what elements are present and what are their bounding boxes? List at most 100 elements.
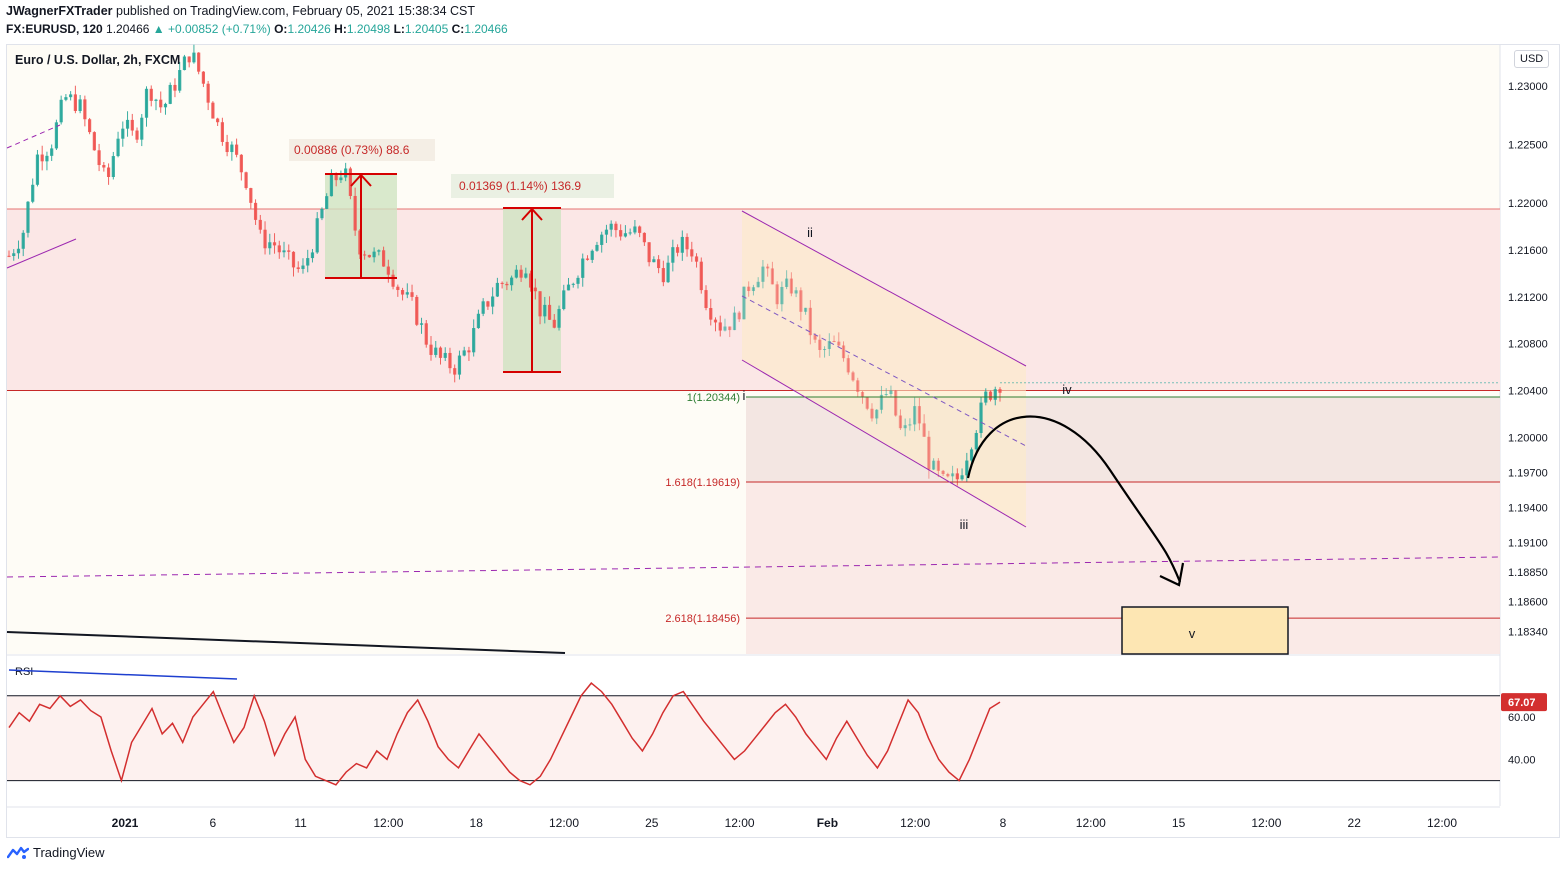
candle-body <box>372 251 376 258</box>
publisher-name[interactable]: JWagnerFXTrader <box>6 4 113 18</box>
candle-body <box>898 415 903 429</box>
currency-badge[interactable]: USD <box>1514 50 1550 68</box>
candle-body <box>932 460 936 470</box>
candle-body <box>367 254 371 258</box>
candle-body <box>718 322 722 331</box>
candle-body <box>818 339 822 350</box>
price-axis-tick: 1.22500 <box>1508 140 1548 152</box>
candle-body <box>647 242 651 263</box>
candle-body <box>505 283 509 286</box>
candle-body <box>766 266 770 269</box>
candle-body <box>870 408 874 419</box>
price-axis-tick: 1.18340 <box>1508 627 1548 639</box>
candle-body <box>140 117 144 140</box>
candle-body <box>310 252 315 259</box>
candle-body <box>106 167 111 177</box>
candle-body <box>481 301 485 314</box>
price-change: ▲ +0.00852 (+0.71%) <box>152 22 271 36</box>
candle-body <box>775 284 779 305</box>
candle-body <box>841 345 846 359</box>
publish-info: JWagnerFXTrader published on TradingView… <box>6 4 475 18</box>
candle-body <box>671 247 675 263</box>
candle-body <box>211 102 215 119</box>
candle-body <box>253 202 258 220</box>
candle-body <box>832 341 836 343</box>
price-axis-tick: 1.23000 <box>1508 81 1548 93</box>
candle-body <box>614 223 618 231</box>
candle-body <box>287 250 291 252</box>
symbol-label[interactable]: FX:EURUSD, 120 <box>6 22 103 36</box>
candle-body <box>325 196 329 209</box>
candle-body <box>510 277 514 286</box>
candle-body <box>680 236 684 253</box>
candle-body <box>348 168 352 196</box>
measure-1-label: 0.00886 (0.73%) 88.6 <box>294 143 410 157</box>
candle-body <box>239 154 243 173</box>
candle-body <box>799 290 803 312</box>
time-axis-tick: 11 <box>294 816 307 830</box>
candle-body <box>965 460 969 476</box>
candle-body <box>913 406 917 425</box>
rsi-trend-line <box>8 669 238 680</box>
candle-body <box>339 177 343 181</box>
candle-body <box>163 103 168 108</box>
fib-level-label: 1.618(1.19619) <box>665 477 740 489</box>
low-value: 1.20405 <box>404 22 449 36</box>
candle-body <box>419 323 424 325</box>
candle-body <box>391 274 395 287</box>
candle-body <box>363 254 367 256</box>
candle-body <box>950 473 955 477</box>
tradingview-logo[interactable]: TradingView <box>7 845 105 860</box>
candle-body <box>424 323 428 345</box>
published-text: published on TradingView.com, February 0… <box>116 4 476 18</box>
chart-frame[interactable] <box>6 44 1560 838</box>
candle-body <box>173 84 177 91</box>
time-axis-tick: 15 <box>1172 816 1186 830</box>
candle-body <box>476 313 481 329</box>
candle-body <box>547 304 552 320</box>
candle-body <box>234 144 239 155</box>
candle-body <box>595 244 599 251</box>
candle-body <box>405 292 409 295</box>
candle-body <box>581 258 585 278</box>
candle-body <box>860 391 865 398</box>
candle-body <box>92 132 96 151</box>
candle-body <box>429 344 433 355</box>
open-value: 1.20426 <box>287 22 331 36</box>
candle-body <box>808 307 812 336</box>
candle-body <box>609 223 613 230</box>
candle-body <box>699 261 703 291</box>
candle-body <box>187 56 191 63</box>
candle-body <box>301 265 305 269</box>
candle-body <box>827 341 831 350</box>
rsi-label: RSI <box>15 666 33 678</box>
candle-body <box>73 94 77 111</box>
candle-body <box>633 226 637 233</box>
candle-body <box>998 389 1002 393</box>
candle-body <box>941 470 945 475</box>
candle-body <box>528 273 533 288</box>
measure-2-label: 0.01369 (1.14%) 136.9 <box>459 179 581 193</box>
wave-label-iii: iii <box>960 517 969 532</box>
chart-title: Euro / U.S. Dollar, 2h, FXCM <box>15 53 181 67</box>
candle-body <box>908 424 912 426</box>
candle-body <box>690 249 694 257</box>
candle-body <box>69 94 73 98</box>
candle-body <box>785 278 789 287</box>
candle-body <box>50 148 54 156</box>
rsi-axis-tick: 40.00 <box>1508 754 1536 766</box>
candle-body <box>661 268 665 283</box>
candle-body <box>88 119 92 133</box>
candle-body <box>329 174 334 197</box>
candle-body <box>562 290 566 310</box>
candle-body <box>97 150 101 166</box>
candle-body <box>225 141 229 153</box>
candle-body <box>7 255 11 257</box>
candle-body <box>282 250 286 253</box>
time-axis-tick: 12:00 <box>1076 816 1106 830</box>
time-axis-tick: 8 <box>1000 816 1007 830</box>
candle-body <box>751 287 756 292</box>
candle-body <box>623 233 628 237</box>
candle-body <box>979 402 983 433</box>
